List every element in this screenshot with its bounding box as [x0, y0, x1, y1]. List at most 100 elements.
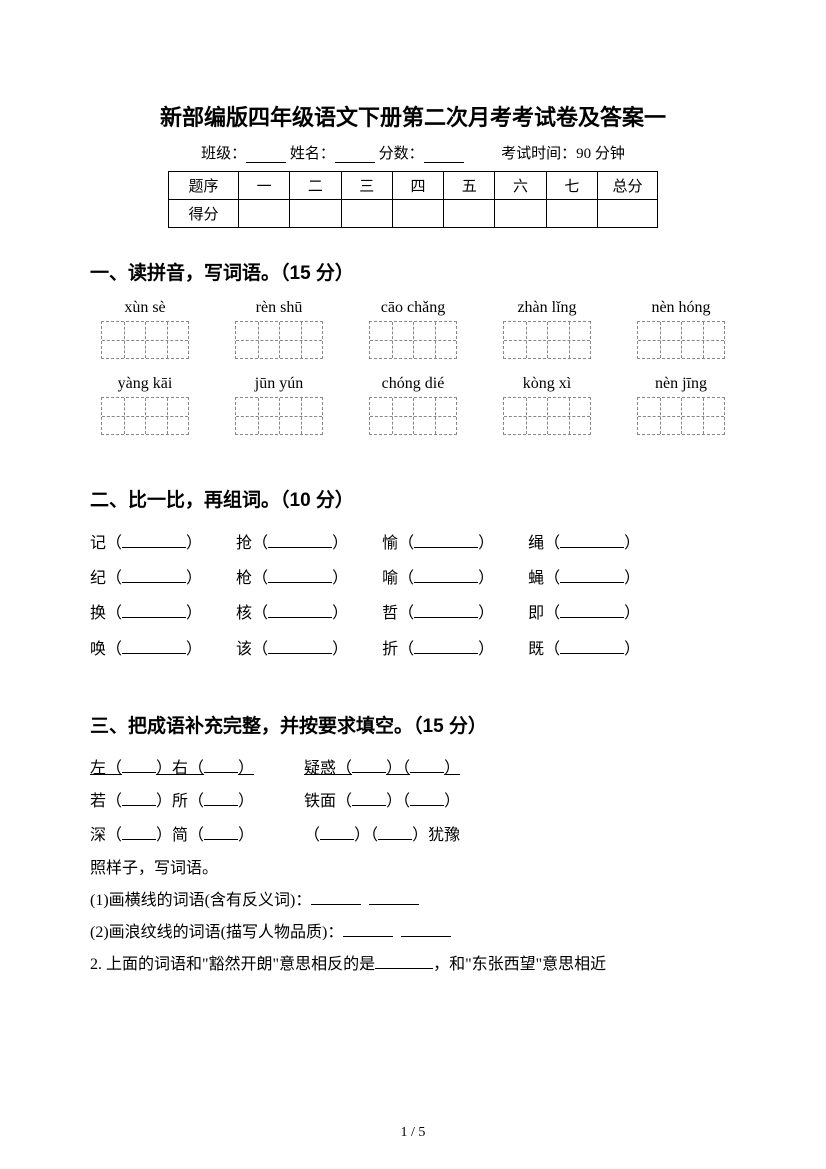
blank[interactable]	[414, 640, 478, 654]
th-3: 三	[341, 172, 392, 200]
blank[interactable]	[268, 569, 332, 583]
td-score-label: 得分	[169, 200, 239, 228]
td-blank[interactable]	[598, 200, 658, 228]
td-blank[interactable]	[290, 200, 341, 228]
underlined-idiom: 左（）右（）	[90, 760, 254, 777]
pair-line: 唤（） 该（） 折（） 既（）	[90, 632, 736, 667]
class-blank[interactable]	[246, 149, 286, 163]
char: 记	[90, 535, 106, 552]
blank[interactable]	[414, 534, 478, 548]
txt: ）简（	[156, 827, 204, 844]
blank[interactable]	[414, 604, 478, 618]
score-blank[interactable]	[424, 149, 464, 163]
blank[interactable]	[352, 759, 386, 773]
q3a-text: 2. 上面的词语和"豁然开朗"意思相反的是	[90, 956, 375, 973]
blank[interactable]	[204, 759, 238, 773]
name-blank[interactable]	[335, 149, 375, 163]
write-box[interactable]	[369, 397, 457, 435]
exam-time: 考试时间：90 分钟	[501, 146, 625, 162]
blank[interactable]	[560, 640, 624, 654]
blank[interactable]	[122, 826, 156, 840]
pinyin-text: jūn yún	[224, 375, 334, 393]
section-1-heading: 一、读拼音，写词语。（15 分）	[90, 258, 736, 285]
write-box[interactable]	[101, 397, 189, 435]
txt: ）	[444, 793, 460, 810]
blank[interactable]	[122, 534, 186, 548]
pair-line: 纪（） 枪（） 喻（） 蝇（）	[90, 561, 736, 596]
table-row: 得分	[169, 200, 658, 228]
th-7: 七	[546, 172, 597, 200]
blank[interactable]	[375, 955, 433, 969]
txt: 左（	[90, 760, 122, 777]
pinyin-text: nèn jīng	[626, 375, 736, 393]
td-blank[interactable]	[392, 200, 443, 228]
write-box[interactable]	[637, 397, 725, 435]
write-box[interactable]	[235, 321, 323, 359]
pinyin-text: zhàn lǐng	[492, 299, 602, 317]
td-blank[interactable]	[546, 200, 597, 228]
blank[interactable]	[410, 759, 444, 773]
char: 即	[528, 605, 544, 622]
write-box[interactable]	[101, 321, 189, 359]
name-label: 姓名：	[290, 146, 335, 162]
score-table: 题序 一 二 三 四 五 六 七 总分 得分	[168, 171, 658, 228]
blank[interactable]	[204, 826, 238, 840]
char: 枪	[236, 570, 252, 587]
write-box[interactable]	[503, 397, 591, 435]
pinyin-cell: yàng kāi	[90, 375, 200, 435]
document-title: 新部编版四年级语文下册第二次月考考试卷及答案一	[90, 100, 736, 132]
pinyin-row: yàng kāi jūn yún chóng dié kòng xì nèn j…	[90, 375, 736, 435]
td-blank[interactable]	[239, 200, 290, 228]
pinyin-text: xùn sè	[90, 299, 200, 317]
blank[interactable]	[311, 891, 361, 905]
pinyin-cell: chóng dié	[358, 375, 468, 435]
write-box[interactable]	[637, 321, 725, 359]
class-label: 班级：	[201, 146, 246, 162]
txt: ）	[238, 793, 254, 810]
blank[interactable]	[268, 534, 332, 548]
td-blank[interactable]	[341, 200, 392, 228]
char: 喻	[382, 570, 398, 587]
blank[interactable]	[204, 792, 238, 806]
blank[interactable]	[560, 604, 624, 618]
blank[interactable]	[369, 891, 419, 905]
txt: ）	[444, 760, 460, 777]
q3b-text: ，和"东张西望"意思相近	[433, 956, 606, 973]
write-box[interactable]	[369, 321, 457, 359]
blank[interactable]	[352, 792, 386, 806]
blank[interactable]	[414, 569, 478, 583]
write-box[interactable]	[235, 397, 323, 435]
blank[interactable]	[401, 923, 451, 937]
txt: ）	[238, 760, 254, 777]
idiom-line: 左（）右（） 疑惑（）（）	[90, 752, 736, 786]
char: 唤	[90, 641, 106, 658]
blank[interactable]	[122, 640, 186, 654]
blank[interactable]	[560, 569, 624, 583]
blank[interactable]	[122, 569, 186, 583]
blank[interactable]	[268, 604, 332, 618]
section-2-heading: 二、比一比，再组词。（10 分）	[90, 485, 736, 512]
blank[interactable]	[122, 759, 156, 773]
char: 该	[236, 641, 252, 658]
char: 纪	[90, 570, 106, 587]
table-row: 题序 一 二 三 四 五 六 七 总分	[169, 172, 658, 200]
blank[interactable]	[122, 604, 186, 618]
pinyin-section: xùn sè rèn shū cāo chǎng zhàn lǐng nèn h…	[90, 299, 736, 435]
char: 绳	[528, 535, 544, 552]
write-box[interactable]	[503, 321, 591, 359]
pinyin-cell: nèn hóng	[626, 299, 736, 359]
td-blank[interactable]	[444, 200, 495, 228]
blank[interactable]	[268, 640, 332, 654]
blank[interactable]	[122, 792, 156, 806]
idiom-line: 深（）简（） （）（）犹豫	[90, 819, 736, 853]
blank[interactable]	[343, 923, 393, 937]
blank[interactable]	[560, 534, 624, 548]
blank[interactable]	[320, 826, 354, 840]
pinyin-text: nèn hóng	[626, 299, 736, 317]
blank[interactable]	[410, 792, 444, 806]
q2-text: (2)画浪纹线的词语(描写人物品质)：	[90, 924, 343, 941]
td-blank[interactable]	[495, 200, 546, 228]
pinyin-text: yàng kāi	[90, 375, 200, 393]
blank[interactable]	[378, 826, 412, 840]
th-2: 二	[290, 172, 341, 200]
